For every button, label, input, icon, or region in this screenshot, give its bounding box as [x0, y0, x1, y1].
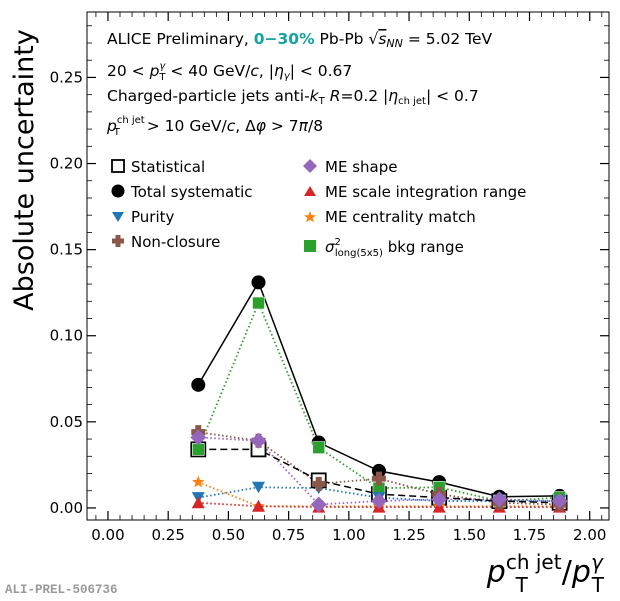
annotation-line-3: Charged-particle jets anti-kT R=0.2 |ηch…	[107, 87, 479, 107]
x-axis-label: pch jet T/pγ T	[486, 550, 605, 597]
x-label-p2: p	[571, 555, 591, 590]
x-label-sup2: γ	[591, 550, 604, 574]
plot-frame	[86, 11, 610, 521]
data-point-me-centrality-match	[192, 475, 205, 488]
data-point-non-closure	[311, 476, 326, 491]
x-label-slash: /	[562, 555, 573, 590]
y-tick-label: 0.00	[50, 499, 83, 517]
data-point-long-5x5-bkg-range	[252, 296, 265, 310]
legend-marker-me-centrality	[304, 211, 316, 223]
legend-label-total-systematic: Total systematic	[130, 183, 253, 201]
figure-id: ALI-PREL-506736	[5, 583, 118, 597]
y-tick-label: 0.25	[50, 68, 83, 86]
annotation-line-1: ALICE Preliminary, 0−30% Pb-Pb √sNN = 5.…	[107, 30, 493, 50]
legend-label-me-shape: ME shape	[325, 158, 397, 176]
data-point-non-closure	[371, 471, 386, 486]
legend-marker-me-scale	[304, 186, 316, 196]
legend-marker-statistical	[111, 159, 125, 173]
x-tick-label: 1.75	[513, 526, 546, 544]
y-tick-label: 0.10	[50, 327, 83, 345]
data-point-me-scale-integration-range	[191, 496, 205, 509]
x-label-sub2: T	[591, 573, 605, 597]
x-tick-label: 1.00	[332, 526, 365, 544]
x-label-p1: p	[486, 555, 506, 590]
legend-label-purity: Purity	[131, 208, 175, 226]
y-tick-label: 0.05	[50, 413, 83, 431]
legend-marker-non-closure	[112, 235, 124, 247]
legend-marker-purity	[112, 212, 124, 222]
axis-ticks: 0.00 0.25 0.50 0.75 1.00 1.25 1.50 1.75 2.00 0.00…	[50, 12, 609, 544]
data-point-me-shape	[370, 493, 387, 510]
centrality-label: 0−30%	[254, 30, 315, 48]
x-tick-label: 0.25	[151, 526, 184, 544]
legend-label-me-centrality: ME centrality match	[325, 208, 476, 226]
legend-label-sigma-bkg: σ2 long(5x5) bkg range	[325, 237, 464, 259]
data-point-me-shape	[491, 491, 508, 508]
annotation-line-4: pch jet T > 10 GeV/c, Δφ > 7π/8	[106, 115, 323, 138]
x-tick-label: 1.25	[392, 526, 425, 544]
data-point-me-shape	[431, 491, 448, 508]
x-tick-label: 0.75	[272, 526, 305, 544]
data-point-me-shape	[190, 429, 207, 446]
annotation-line-2: 20 < pγ T < 40 GeV/c, |ηγ| < 0.67	[107, 61, 352, 83]
data-point-total-systematic	[251, 275, 266, 290]
data-point-total-systematic	[191, 377, 206, 392]
x-tick-label: 0.50	[212, 526, 245, 544]
y-axis-label: Absolute uncertainty	[9, 29, 40, 311]
x-tick-label: 0.00	[91, 526, 124, 544]
data-point-me-shape	[250, 432, 267, 449]
legend-label-me-scale: ME scale integration range	[325, 183, 526, 201]
data-point-long-5x5-bkg-range	[312, 441, 326, 454]
data-point-purity	[252, 481, 266, 494]
legend: Statistical Total systematic Purity Non-…	[111, 158, 526, 259]
data-point-me-scale-integration-range	[252, 499, 266, 512]
y-tick-label: 0.20	[50, 155, 83, 173]
legend-marker-me-shape	[303, 159, 317, 173]
x-label-sup1: ch jet	[506, 550, 562, 574]
legend-marker-total-systematic	[111, 184, 125, 198]
x-label-sub1: T	[515, 573, 529, 597]
x-tick-label: 2.00	[573, 526, 606, 544]
legend-marker-sigma-bkg	[304, 240, 316, 252]
data-point-me-shape	[310, 496, 327, 513]
data-point-me-shape	[551, 493, 568, 510]
legend-label-non-closure: Non-closure	[131, 233, 220, 251]
data-point-total-systematic	[371, 463, 386, 478]
x-tick-label: 1.50	[453, 526, 486, 544]
legend-label-statistical: Statistical	[131, 158, 205, 176]
y-tick-label: 0.15	[50, 241, 83, 259]
